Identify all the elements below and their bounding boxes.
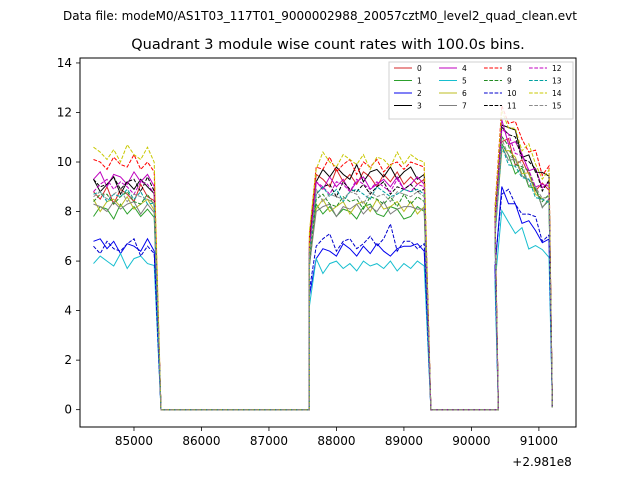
y-tick-label: 0 bbox=[64, 403, 72, 417]
x-axis: 85000 86000 87000 88000 89000 90000 91000 bbox=[115, 427, 558, 448]
legend-label-0: 0 bbox=[417, 64, 422, 73]
legend-label-4: 4 bbox=[462, 64, 467, 73]
x-tick-label: 89000 bbox=[385, 434, 423, 448]
y-tick-label: 2 bbox=[64, 353, 72, 367]
y-axis: 0 2 4 6 8 10 12 14 bbox=[57, 56, 80, 417]
series-layer bbox=[93, 105, 553, 411]
legend-label-8: 8 bbox=[507, 64, 512, 73]
legend-label-15: 15 bbox=[552, 102, 562, 111]
x-tick-label: 90000 bbox=[452, 434, 490, 448]
series-line-15 bbox=[93, 138, 553, 411]
legend-label-2: 2 bbox=[417, 89, 422, 98]
x-tick-label: 91000 bbox=[520, 434, 558, 448]
x-tick-label: 87000 bbox=[250, 434, 288, 448]
legend-label-6: 6 bbox=[462, 89, 467, 98]
x-tick-label: 85000 bbox=[115, 434, 153, 448]
legend-label-13: 13 bbox=[552, 77, 562, 86]
series-line-10 bbox=[93, 188, 553, 411]
legend-label-1: 1 bbox=[417, 77, 422, 86]
y-tick-label: 4 bbox=[64, 304, 72, 318]
axes-frame bbox=[79, 57, 577, 428]
legend-label-10: 10 bbox=[507, 89, 517, 98]
y-tick-label: 6 bbox=[64, 254, 72, 268]
y-tick-label: 10 bbox=[57, 155, 72, 169]
x-tick-label: 88000 bbox=[317, 434, 355, 448]
legend-label-12: 12 bbox=[552, 64, 562, 73]
legend-label-11: 11 bbox=[507, 102, 517, 111]
legend-label-5: 5 bbox=[462, 77, 467, 86]
plot-area: 85000 86000 87000 88000 89000 90000 91000 0 2 4 6… bbox=[57, 56, 577, 448]
legend-label-7: 7 bbox=[462, 102, 467, 111]
y-tick-label: 12 bbox=[57, 105, 72, 119]
y-tick-label: 8 bbox=[64, 205, 72, 219]
legend-label-14: 14 bbox=[552, 89, 562, 98]
legend-frame bbox=[388, 61, 574, 120]
legend-label-3: 3 bbox=[417, 102, 422, 111]
x-tick-label: 86000 bbox=[182, 434, 220, 448]
x-offset-label: +2.981e8 bbox=[512, 455, 571, 469]
figure-suptitle: Data file: modeM0/AS1T03_117T01_90000029… bbox=[63, 9, 577, 23]
chart-title: Quadrant 3 module wise count rates with … bbox=[131, 37, 525, 53]
legend-label-9: 9 bbox=[507, 77, 512, 86]
y-tick-label: 14 bbox=[57, 56, 72, 70]
